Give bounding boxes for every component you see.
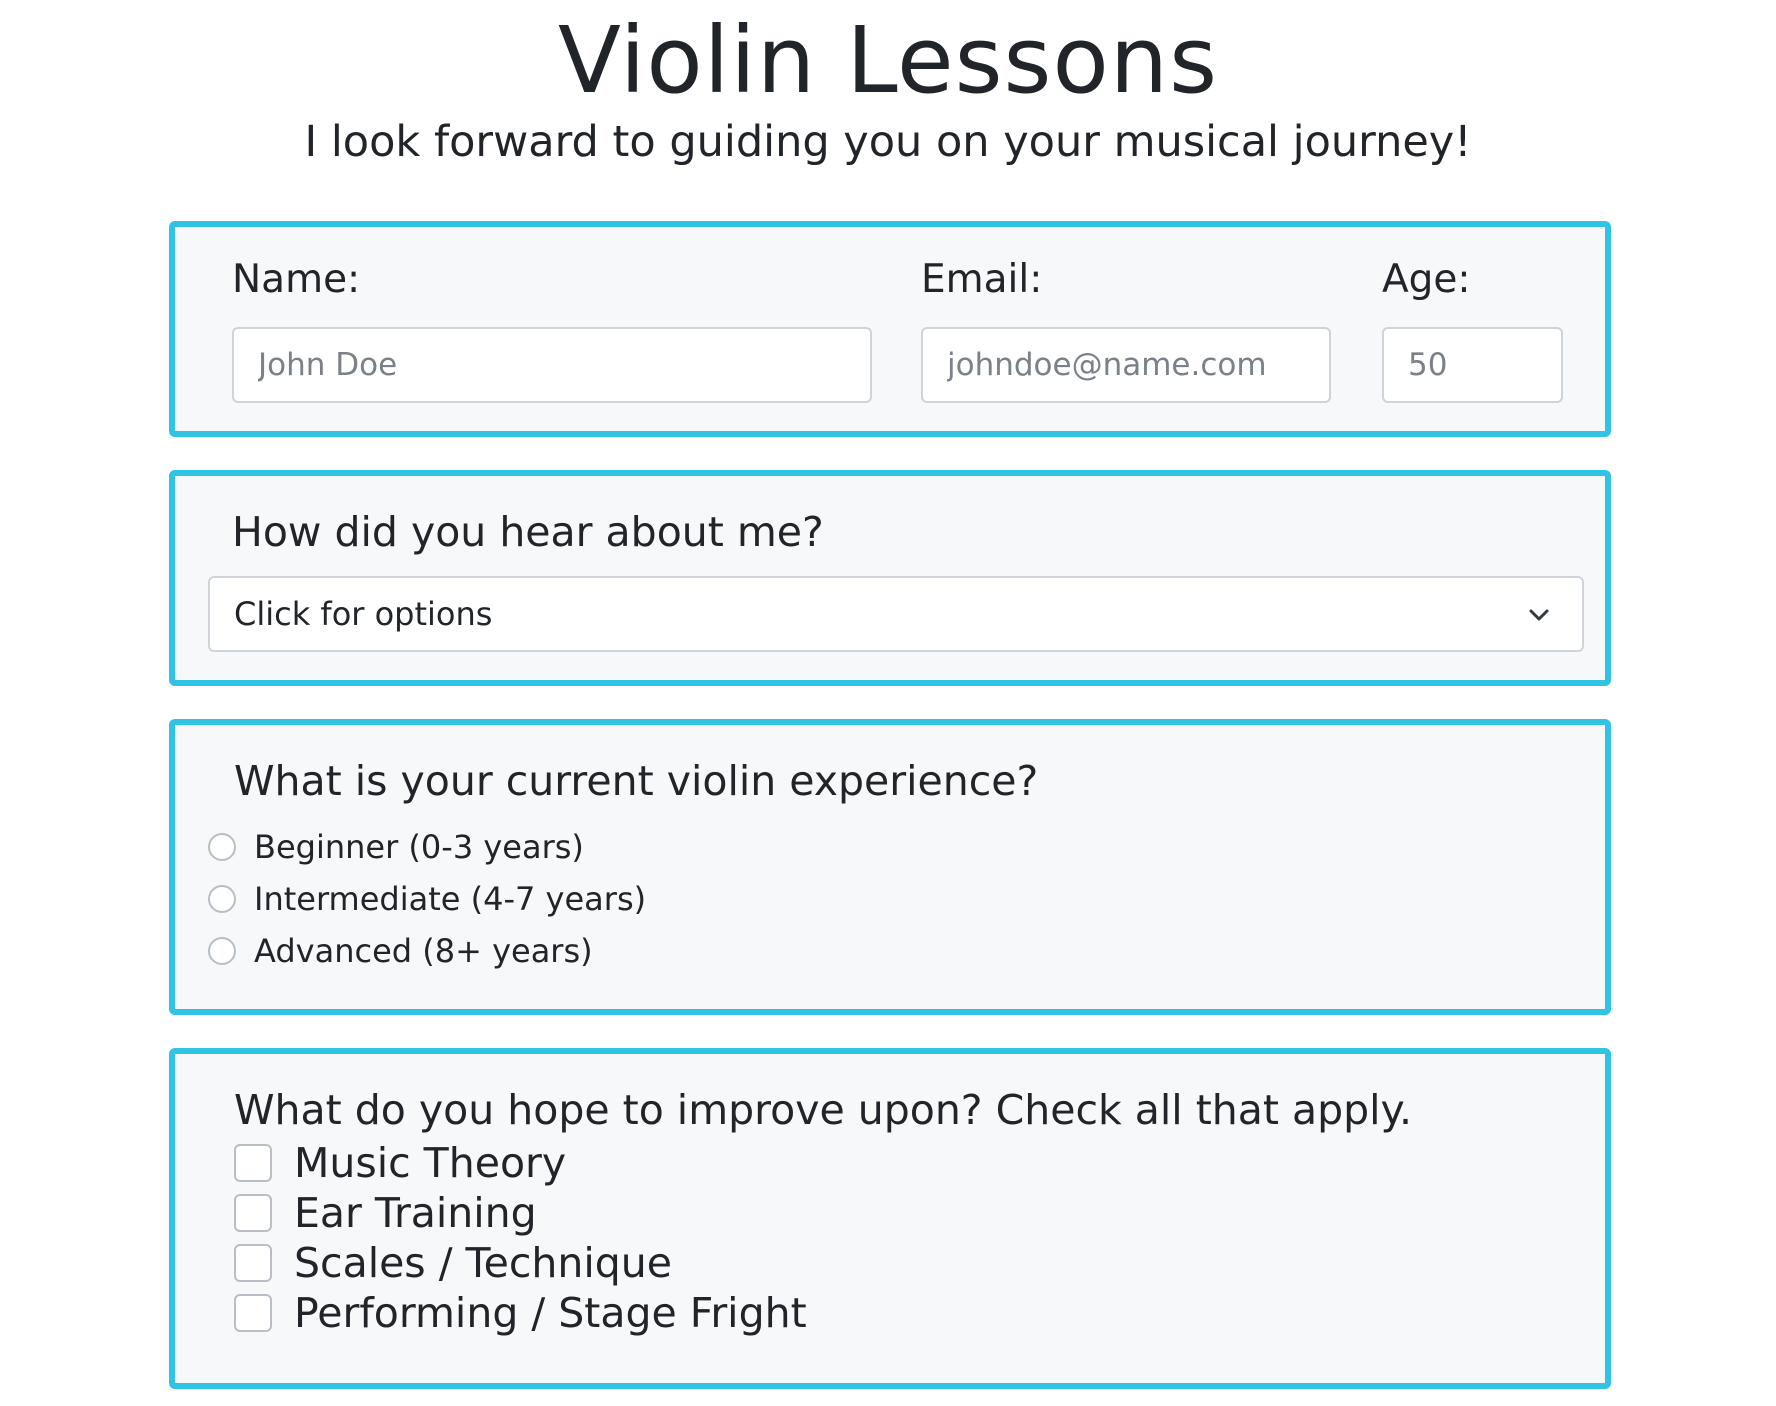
experience-option-intermediate[interactable]: Intermediate (4-7 years)	[208, 877, 646, 921]
improve-card: What do you hope to improve upon? Check …	[169, 1048, 1611, 1389]
radio-beginner[interactable]	[208, 833, 236, 861]
name-input[interactable]	[232, 327, 872, 403]
source-card: How did you hear about me? Click for opt…	[169, 470, 1611, 686]
contact-card: Name: Email: Age:	[169, 221, 1611, 437]
page-title: Violin Lessons	[557, 7, 1219, 114]
checkbox-scales-technique[interactable]	[234, 1244, 272, 1282]
improve-option-music-theory[interactable]: Music Theory	[234, 1138, 566, 1188]
radio-label: Beginner (0-3 years)	[254, 828, 584, 866]
experience-option-beginner[interactable]: Beginner (0-3 years)	[208, 825, 584, 869]
email-label: Email:	[921, 257, 1043, 302]
radio-label: Intermediate (4-7 years)	[254, 880, 647, 918]
radio-label: Advanced (8+ years)	[254, 932, 593, 970]
radio-intermediate[interactable]	[208, 885, 236, 913]
age-label: Age:	[1382, 257, 1471, 302]
checkbox-performing[interactable]	[234, 1294, 272, 1332]
name-label: Name:	[232, 257, 361, 302]
email-input[interactable]	[921, 327, 1331, 403]
radio-advanced[interactable]	[208, 937, 236, 965]
chevron-down-icon	[1529, 609, 1549, 621]
source-question: How did you hear about me?	[232, 508, 824, 556]
improve-option-performing[interactable]: Performing / Stage Fright	[234, 1288, 807, 1338]
improve-question: What do you hope to improve upon? Check …	[234, 1086, 1413, 1134]
experience-question: What is your current violin experience?	[234, 757, 1039, 805]
source-select-value: Click for options	[234, 595, 493, 633]
checkbox-label: Music Theory	[294, 1139, 567, 1187]
checkbox-label: Scales / Technique	[294, 1239, 672, 1287]
age-input[interactable]	[1382, 327, 1563, 403]
experience-option-advanced[interactable]: Advanced (8+ years)	[208, 929, 593, 973]
checkbox-label: Ear Training	[294, 1189, 537, 1237]
checkbox-ear-training[interactable]	[234, 1194, 272, 1232]
experience-card: What is your current violin experience? …	[169, 719, 1611, 1015]
checkbox-label: Performing / Stage Fright	[294, 1289, 807, 1337]
source-select[interactable]: Click for options	[208, 576, 1584, 652]
improve-option-ear-training[interactable]: Ear Training	[234, 1188, 537, 1238]
improve-option-scales-technique[interactable]: Scales / Technique	[234, 1238, 672, 1288]
page-subtitle: I look forward to guiding you on your mu…	[304, 117, 1472, 167]
checkbox-music-theory[interactable]	[234, 1144, 272, 1182]
